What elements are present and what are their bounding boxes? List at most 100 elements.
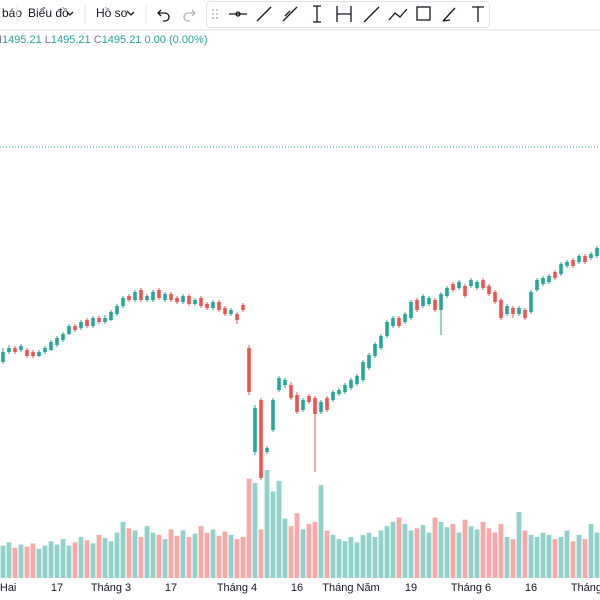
volume-bar: [174, 535, 180, 578]
volume-bar: [204, 532, 210, 578]
volume-bar: [222, 531, 228, 578]
volume-bar: [252, 482, 258, 578]
candle-body: [13, 348, 17, 352]
volume-bar: [540, 532, 546, 578]
candle-body: [487, 286, 491, 294]
volume-bar: [348, 536, 354, 578]
volume-bar: [24, 546, 30, 578]
candle-body: [463, 286, 467, 296]
candle-body: [7, 348, 11, 352]
candle-body: [367, 355, 371, 368]
candle-body: [469, 280, 473, 286]
candle-body: [283, 380, 287, 385]
drawing-tools[interactable]: [229, 5, 484, 23]
redo-button[interactable]: [183, 9, 196, 22]
profile-menu-button[interactable]: Hồ sơ: [96, 6, 129, 20]
x-tick-label: 16: [291, 582, 303, 594]
undo-button[interactable]: [157, 9, 170, 22]
volume-bar: [438, 521, 444, 578]
candle-body: [595, 248, 599, 256]
candle-body: [73, 326, 77, 330]
candle-body: [439, 294, 443, 310]
candle-body: [253, 408, 257, 452]
volume-bar: [96, 534, 102, 578]
drag-handle[interactable]: [212, 9, 218, 19]
candle-body: [277, 378, 281, 390]
candle-body: [241, 305, 245, 310]
candle-body: [79, 322, 83, 328]
candle-body: [565, 262, 569, 266]
volume-bar: [582, 539, 588, 578]
volume-bar: [372, 536, 378, 578]
candle-body: [43, 348, 47, 352]
candle-body: [85, 320, 89, 326]
candle-body: [91, 318, 95, 326]
candle-body: [445, 288, 449, 296]
x-tick-label: 16: [525, 582, 537, 594]
candle-body: [319, 402, 323, 412]
legend-label: C: [94, 34, 102, 46]
volume-bar: [522, 530, 528, 578]
volume-bar: [192, 533, 198, 578]
volume-bar: [570, 541, 576, 578]
candle-body: [529, 292, 533, 312]
candle-body: [313, 398, 317, 414]
volume-bar: [432, 517, 438, 578]
candle-body: [403, 314, 407, 322]
volume-bar: [210, 529, 216, 578]
indicators-button[interactable]: Chỉ báo: [0, 6, 22, 20]
candle-body: [271, 400, 275, 430]
volume-bar: [498, 524, 504, 578]
volume-bar: [366, 532, 372, 578]
x-tick-label: Tháng Năm: [322, 582, 379, 594]
volume-bar: [414, 528, 420, 578]
volume-bar: [282, 518, 288, 578]
volume-bar: [66, 545, 72, 578]
chart-menu-button[interactable]: Biểu đồ: [28, 6, 69, 20]
legend-label: L: [45, 34, 51, 46]
candle-body: [295, 395, 299, 412]
candle-body: [589, 254, 593, 258]
volume-bar: [258, 529, 264, 578]
candle-body: [559, 264, 563, 274]
candle-body: [577, 256, 581, 262]
candle-body: [415, 300, 419, 310]
candle-body: [211, 302, 215, 308]
candle-body: [397, 318, 401, 326]
x-tick-label: Tháng 7: [571, 582, 600, 594]
volume-bar: [144, 526, 150, 578]
volume-bar: [198, 526, 204, 578]
candle-body: [307, 396, 311, 402]
volume-bar: [330, 534, 336, 578]
volume-bar: [564, 530, 570, 578]
candle-body: [175, 298, 179, 302]
candle-body: [511, 308, 515, 314]
volume-bar: [300, 529, 306, 578]
legend-change: 0.00 (0.00%): [145, 34, 208, 46]
candle-body: [373, 344, 377, 356]
volume-bar: [534, 536, 540, 578]
volume-bar: [138, 536, 144, 578]
candle-body: [145, 296, 149, 300]
candle-body: [301, 400, 305, 410]
volume-bar: [276, 480, 282, 578]
candle-body: [517, 308, 521, 314]
legend-label: H: [0, 34, 2, 46]
volume-bar: [102, 538, 108, 578]
x-tick-label: Tháng 6: [451, 582, 491, 594]
volume-bar: [264, 470, 270, 578]
volume-bar: [378, 530, 384, 578]
candle-body: [61, 334, 65, 340]
volume-bar: [132, 530, 138, 578]
volume-bar: [90, 543, 96, 578]
candle-body: [115, 306, 119, 314]
candle-body: [361, 362, 365, 380]
volume-bar: [48, 541, 54, 578]
candle-body: [547, 276, 551, 282]
volume-bar: [0, 545, 6, 578]
candle-body: [223, 308, 227, 314]
candle-body: [169, 294, 173, 300]
candle-body: [289, 385, 293, 398]
candle-body: [199, 298, 203, 306]
